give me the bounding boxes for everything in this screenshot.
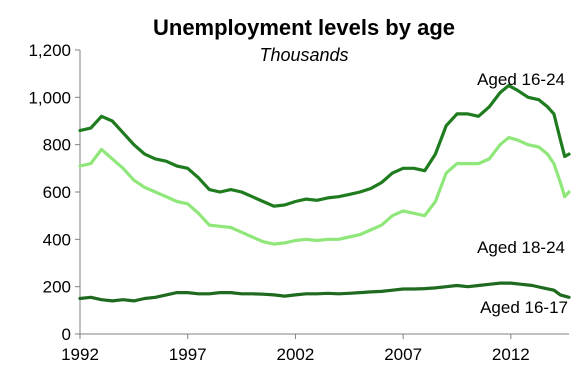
x-tick-label: 1992 [61, 345, 99, 364]
chart-title: Unemployment levels by age [153, 15, 455, 40]
series-label-aged-16-24: Aged 16-24 [477, 70, 565, 89]
y-tick-label: 200 [43, 278, 71, 297]
y-tick-label: 800 [43, 136, 71, 155]
chart-subtitle: Thousands [259, 45, 348, 65]
y-tick-label: 600 [43, 183, 71, 202]
series-layer [78, 83, 571, 303]
axes: 0 200 400 600 800 1,000 1,200 1992 1997 2002 2007 2… [28, 41, 569, 364]
x-tick-label: 2007 [384, 345, 422, 364]
y-tick-label: 400 [43, 230, 71, 249]
series-line-aged-16-17 [78, 281, 571, 303]
x-tick-label: 2012 [492, 345, 530, 364]
series-labels: Aged 16-24 Aged 18-24 Aged 16-17 [477, 70, 568, 317]
series-line-aged-16-24 [78, 83, 571, 208]
series-label-aged-16-17: Aged 16-17 [480, 298, 568, 317]
y-tick-label: 1,200 [28, 41, 71, 60]
y-tick-label: 0 [62, 325, 71, 344]
x-tick-label: 1997 [169, 345, 207, 364]
series-label-aged-18-24: Aged 18-24 [477, 238, 565, 257]
series-line-aged-18-24 [78, 136, 571, 246]
x-tick-label: 2002 [277, 345, 315, 364]
y-tick-label: 1,000 [28, 88, 71, 107]
